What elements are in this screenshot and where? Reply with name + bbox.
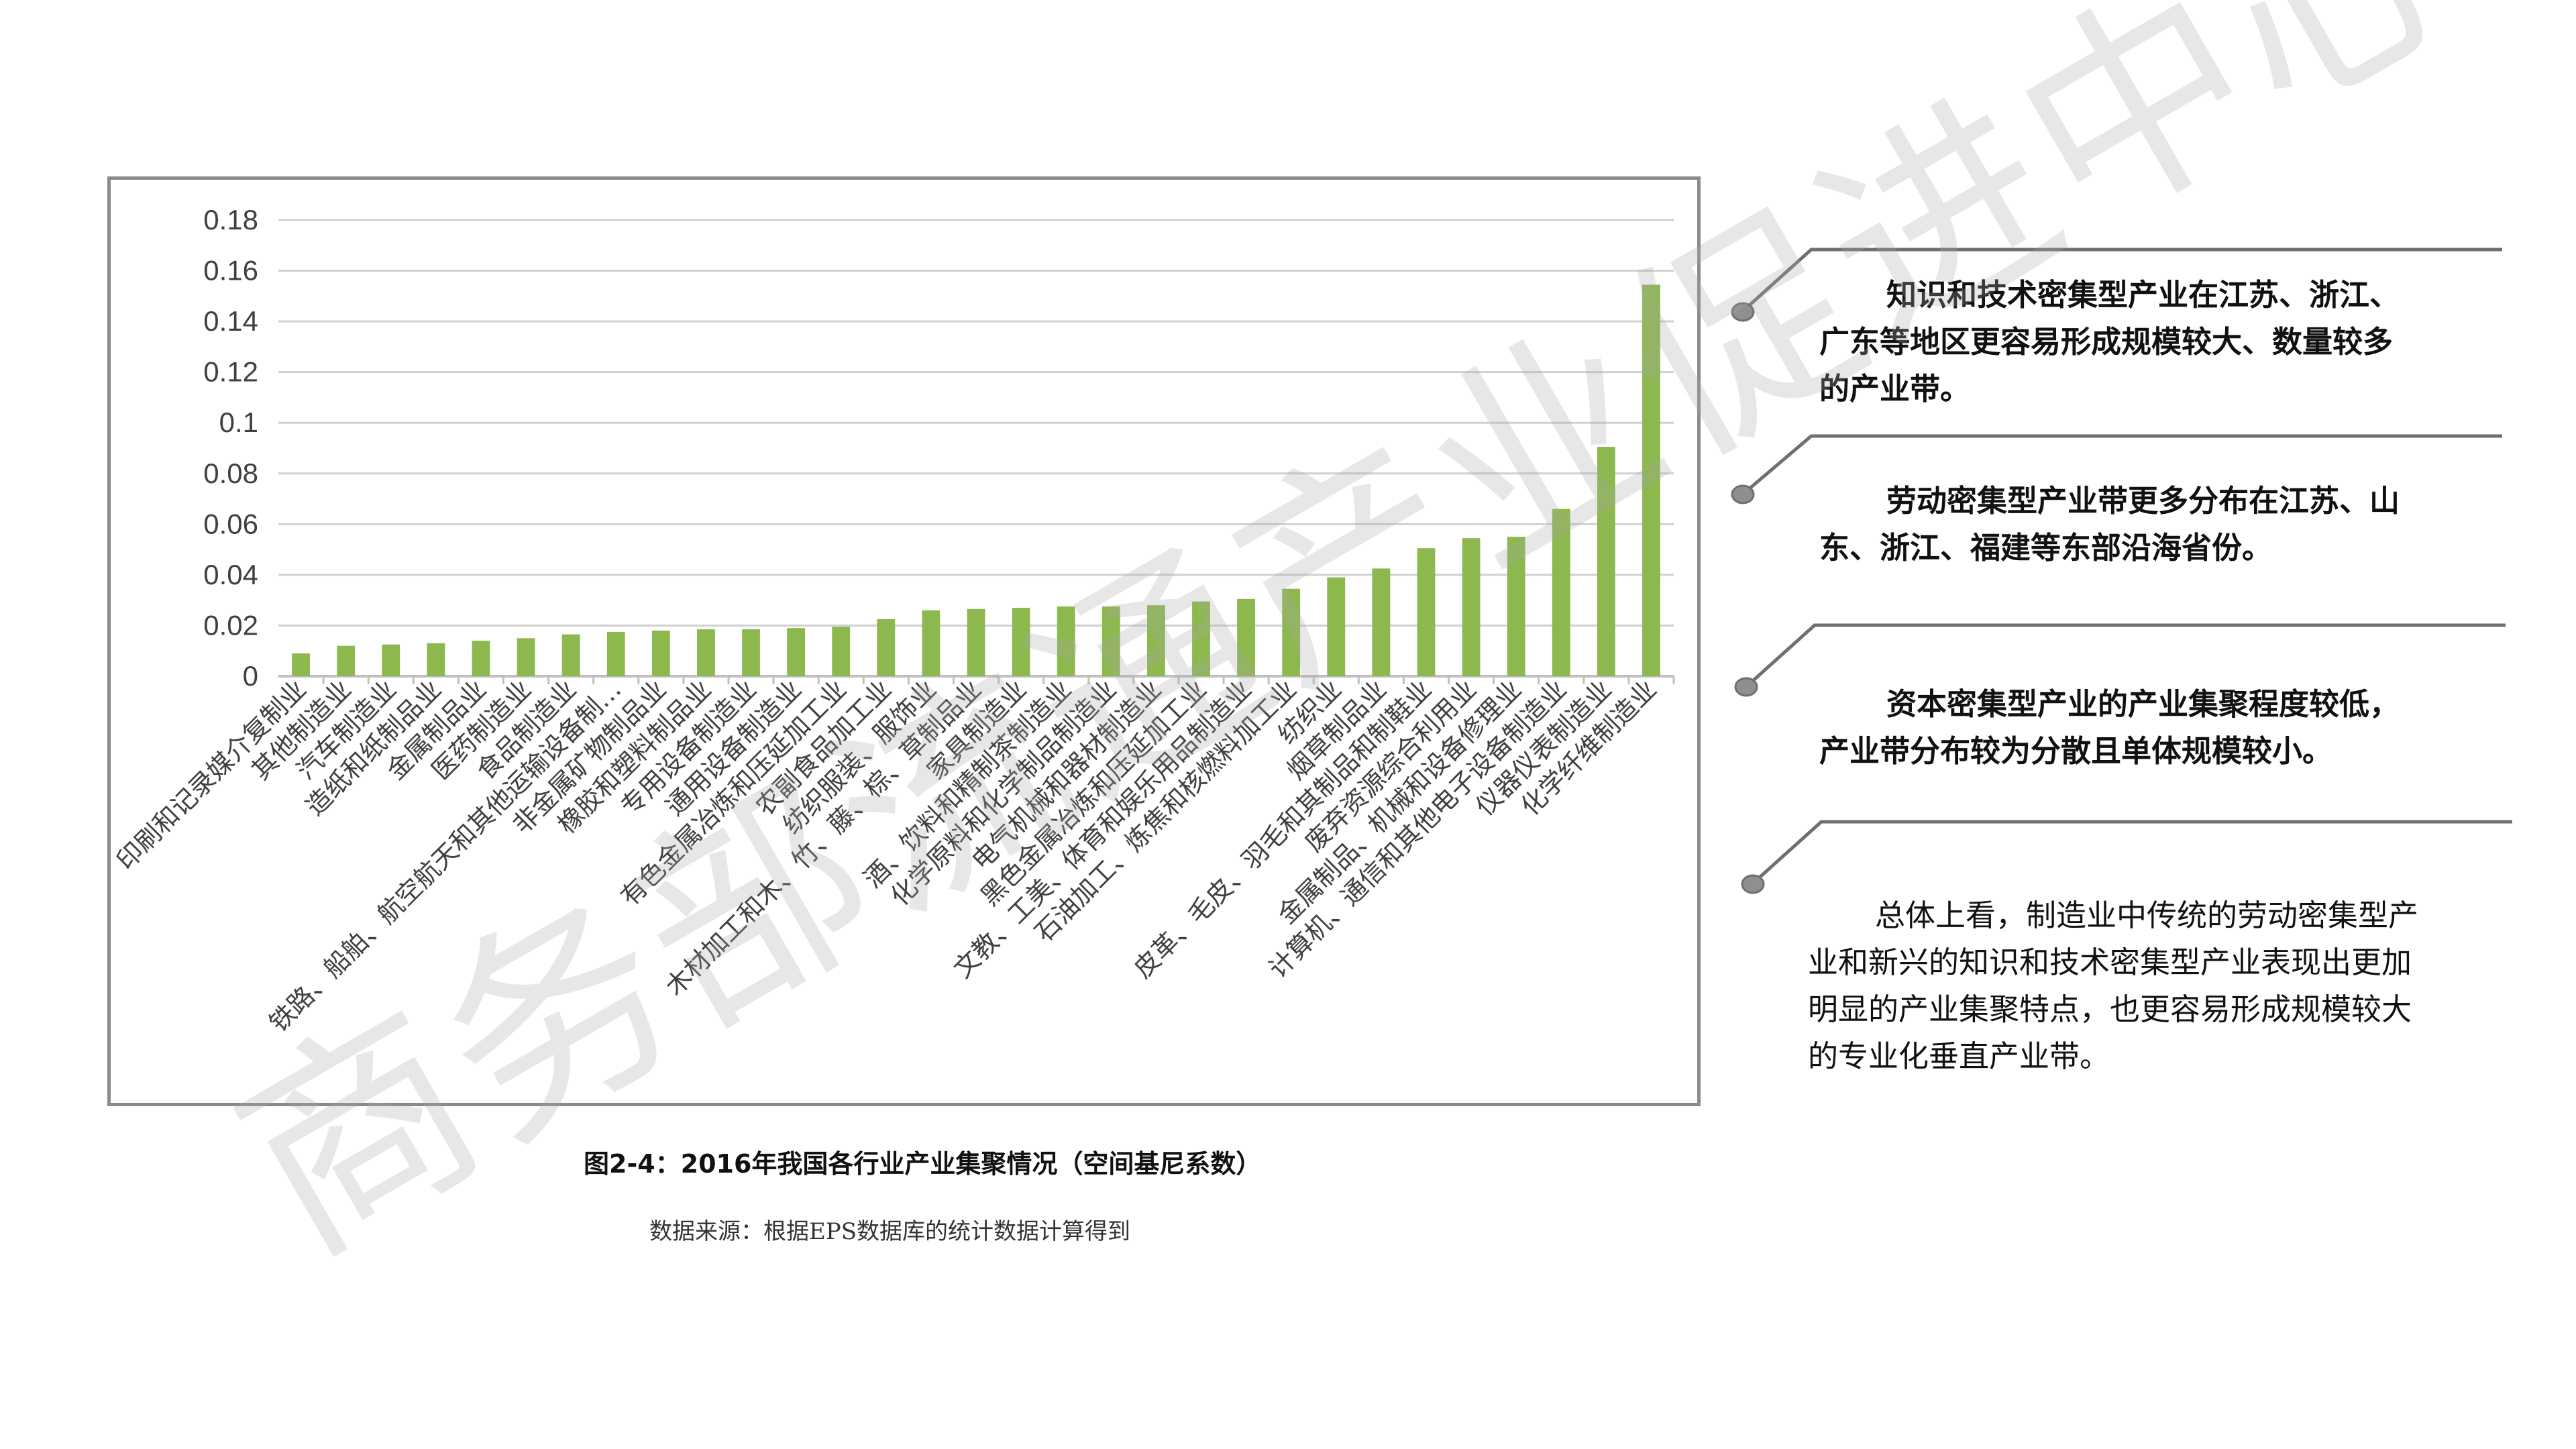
note4-line: 明显的产业集聚特点，也更容易形成规模较大: [1808, 991, 2412, 1027]
note1-line: 知识和技术密集型产业在江苏、浙江、: [1886, 277, 2400, 313]
bar: [877, 619, 896, 676]
bar: [517, 638, 535, 676]
bar: [1552, 508, 1570, 676]
bar: [1462, 538, 1481, 676]
chart-caption: 图2-4：2016年我国各行业产业集聚情况（空间基尼系数）: [584, 1149, 1262, 1179]
y-tick-label: 0.1: [219, 407, 258, 438]
callout-dot-4: [1741, 874, 1765, 894]
bar: [1146, 605, 1165, 676]
chart-frame: 0 0.02 0.04 0.06 0.08 0.1 0.12 0.14 0.16 0.18 印刷和记…: [107, 176, 1701, 1106]
bar: [1597, 447, 1615, 676]
bar: [561, 634, 580, 676]
note-knowledge-tech: 知识和技术密集型产业在江苏、浙江、 广东等地区更容易形成规模较大、数量较多 的产…: [1819, 272, 2400, 413]
bar: [1507, 537, 1525, 676]
bar: [1642, 284, 1660, 676]
bar-chart: 00.020.040.060.080.10.120.140.160.18印刷和记…: [111, 204, 1675, 1038]
bar: [382, 644, 400, 676]
bar: [832, 627, 851, 676]
bar: [472, 641, 490, 676]
bar: [922, 610, 941, 676]
y-tick-label: 0: [243, 660, 258, 692]
note4-line: 总体上看，制造业中传统的劳动密集型产: [1875, 898, 2419, 933]
bar: [1057, 606, 1075, 676]
callout-line-2: [1743, 434, 2502, 494]
callout-dot-1: [1731, 302, 1755, 322]
callout-line-4: [1753, 820, 2512, 883]
callout-dot-2: [1731, 484, 1755, 504]
note3-line: 资本密集型产业的产业集聚程度较低，: [1886, 686, 2400, 722]
callout-line-3: [1746, 623, 2506, 687]
note-capital-intensive: 资本密集型产业的产业集聚程度较低， 产业带分布较为分散且单体规模较小。: [1819, 681, 2400, 775]
bar: [337, 645, 356, 676]
bar: [292, 653, 310, 676]
y-tick-label: 0.08: [203, 458, 258, 489]
data-source-note: 数据来源：根据EPS数据库的统计数据计算得到: [649, 1218, 1130, 1245]
note-labor-intensive: 劳动密集型产业带更多分布在江苏、山 东、浙江、福建等东部沿海省份。: [1819, 478, 2400, 572]
note4-line: 业和新兴的知识和技术密集型产业表现出更加: [1808, 945, 2412, 980]
bar: [1282, 588, 1301, 676]
bar: [427, 643, 445, 676]
bar: [787, 628, 806, 676]
bar: [1102, 606, 1120, 676]
note4-line: 的专业化垂直产业带。: [1808, 1038, 2110, 1074]
note2-line: 劳动密集型产业带更多分布在江苏、山: [1886, 483, 2400, 519]
y-tick-label: 0.12: [203, 356, 258, 388]
bar: [1417, 548, 1436, 676]
y-tick-label: 0.18: [203, 204, 258, 235]
y-tick-label: 0.04: [203, 559, 258, 590]
note1-line: 广东等地区更容易形成规模较大、数量较多: [1819, 324, 2394, 360]
bar: [742, 629, 760, 676]
bar: [651, 631, 670, 676]
note2-line: 东、浙江、福建等东部沿海省份。: [1819, 530, 2273, 566]
bar: [1372, 568, 1391, 676]
bar: [1012, 608, 1030, 676]
callout-dot-3: [1734, 677, 1758, 697]
bar: [1327, 577, 1346, 676]
bar: [606, 631, 625, 676]
note-summary: 总体上看，制造业中传统的劳动密集型产 业和新兴的知识和技术密集型产业表现出更加 …: [1808, 892, 2418, 1080]
callout-line-1: [1743, 248, 2502, 311]
note3-line: 产业带分布较为分散且单体规模较小。: [1819, 733, 2333, 769]
bar: [697, 629, 715, 676]
y-tick-label: 0.02: [203, 609, 258, 641]
note1-line: 的产业带。: [1819, 371, 1971, 407]
y-tick-label: 0.16: [203, 255, 258, 286]
bar: [1192, 601, 1210, 676]
bar: [967, 608, 985, 676]
bar: [1237, 598, 1255, 676]
y-tick-label: 0.14: [203, 305, 258, 337]
y-tick-label: 0.06: [203, 508, 258, 539]
